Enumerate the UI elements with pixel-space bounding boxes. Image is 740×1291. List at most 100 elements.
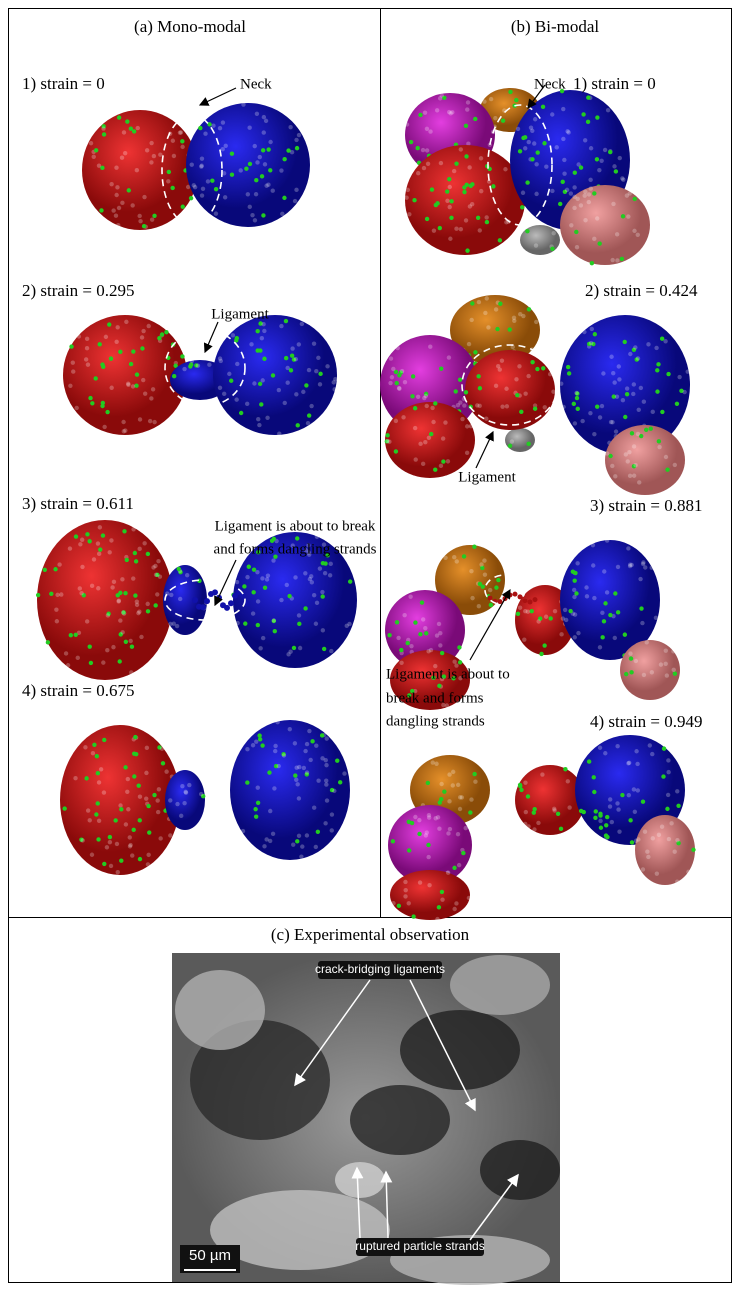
- particle: [561, 107, 565, 111]
- particle: [572, 595, 576, 599]
- particle: [595, 157, 599, 161]
- particle: [118, 350, 122, 354]
- particle: [123, 151, 127, 155]
- particle: [615, 258, 619, 262]
- particle: [144, 771, 148, 775]
- particle: [210, 179, 214, 183]
- particle: [128, 844, 132, 848]
- particle: [575, 245, 579, 249]
- particle: [109, 864, 113, 868]
- particle: [437, 684, 441, 688]
- particle: [447, 355, 451, 359]
- particle: [243, 621, 247, 625]
- particle: [457, 863, 461, 867]
- particle: [588, 178, 592, 182]
- particle: [524, 810, 528, 814]
- particle: [315, 535, 319, 539]
- particle: [592, 191, 596, 195]
- particle: [117, 206, 121, 210]
- particle: [614, 429, 618, 433]
- particle: [438, 226, 442, 230]
- particle: [422, 166, 426, 170]
- particle: [192, 597, 198, 603]
- particle: [297, 834, 301, 838]
- particle: [667, 837, 671, 841]
- particle: [496, 364, 500, 368]
- particle: [443, 556, 447, 560]
- particle: [273, 744, 277, 748]
- particle: [439, 464, 443, 468]
- particle: [422, 396, 426, 400]
- particle: [635, 762, 639, 766]
- particle: [303, 749, 307, 753]
- particle: [147, 830, 151, 834]
- particle: [550, 112, 554, 116]
- particle: [167, 170, 171, 174]
- particle: [190, 359, 194, 363]
- particle: [536, 150, 540, 154]
- particle: [98, 342, 102, 346]
- particle: [180, 354, 184, 358]
- particle: [611, 202, 615, 206]
- particle: [201, 187, 205, 191]
- particle: [188, 364, 192, 368]
- particle: [391, 901, 395, 905]
- particle: [316, 356, 320, 360]
- particle: [550, 247, 554, 251]
- particle: [555, 145, 559, 149]
- particle: [458, 400, 462, 404]
- particle: [488, 596, 493, 601]
- particle: [469, 424, 473, 428]
- particle: [149, 396, 153, 400]
- particle: [691, 848, 695, 852]
- particle: [142, 224, 146, 228]
- particle: [121, 420, 125, 424]
- particle: [552, 231, 556, 235]
- particle: [602, 569, 606, 573]
- particle: [158, 836, 162, 840]
- particle: [268, 140, 272, 144]
- particle: [582, 330, 586, 334]
- particle: [332, 789, 336, 793]
- particle: [440, 651, 444, 655]
- particle: [572, 402, 576, 406]
- particle: [328, 573, 332, 577]
- particle: [158, 575, 162, 579]
- particle: [116, 870, 120, 874]
- particle: [196, 364, 200, 368]
- particle: [624, 672, 628, 676]
- particle: [496, 578, 500, 582]
- particle: [548, 372, 552, 376]
- particle: [603, 751, 607, 755]
- particle: [673, 850, 677, 854]
- particle: [617, 829, 621, 833]
- particle: [498, 302, 502, 306]
- particle: [478, 386, 482, 390]
- particle: [437, 905, 441, 909]
- particle: [64, 651, 68, 655]
- particle: [426, 781, 430, 785]
- particle: [425, 217, 429, 221]
- particle: [307, 729, 311, 733]
- particle: [625, 193, 629, 197]
- particle: [115, 325, 119, 329]
- particle: [440, 897, 444, 901]
- particle: [132, 751, 136, 755]
- particle: [204, 598, 210, 604]
- particle: [626, 459, 630, 463]
- particle: [312, 805, 316, 809]
- particle: [610, 258, 614, 262]
- particle: [396, 636, 400, 640]
- particle: [636, 837, 640, 841]
- particle: [256, 623, 260, 627]
- particle: [307, 368, 311, 372]
- particle: [258, 646, 262, 650]
- particle: [160, 332, 164, 336]
- particle: [581, 112, 585, 116]
- particle: [591, 543, 595, 547]
- particle: [128, 835, 132, 839]
- particle: [282, 157, 286, 161]
- particle: [523, 391, 527, 395]
- particle: [137, 547, 141, 551]
- particle: [140, 335, 144, 339]
